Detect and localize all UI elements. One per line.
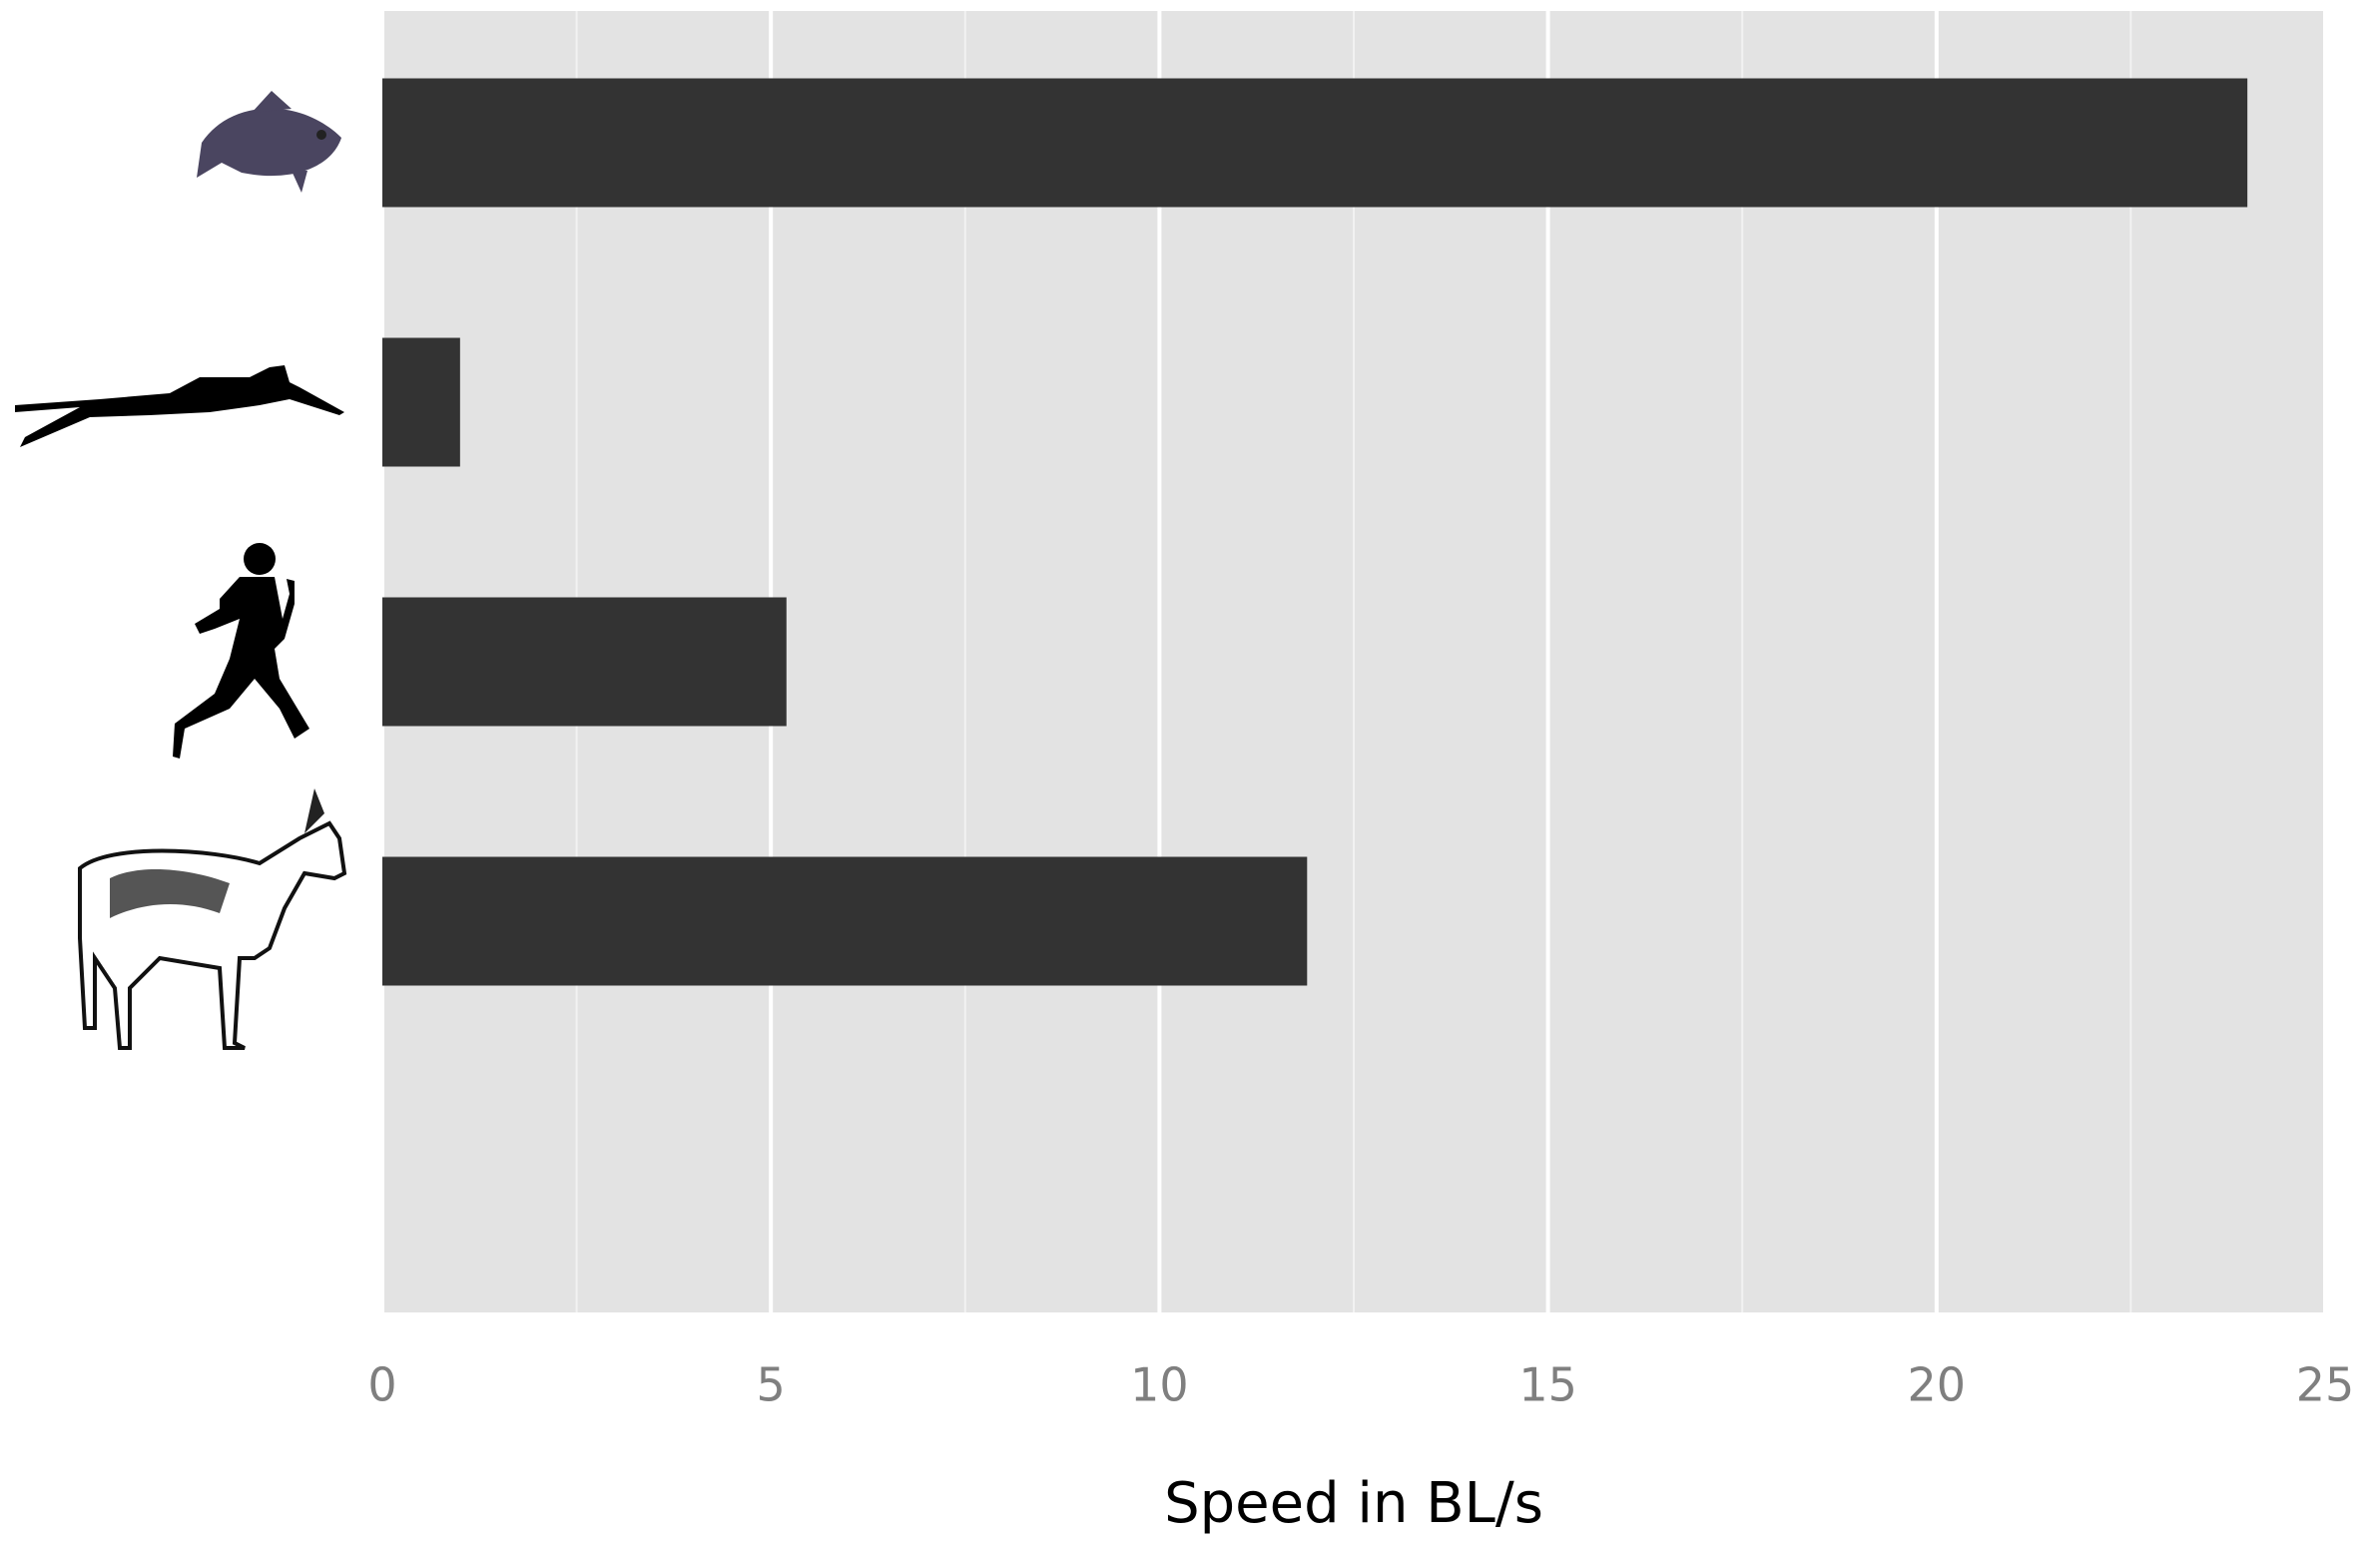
fish-icon — [197, 91, 341, 193]
x-tick-label: 15 — [1518, 1358, 1577, 1412]
x-tick-label: 25 — [2296, 1358, 2355, 1412]
x-tick-label: 5 — [757, 1358, 786, 1412]
x-tick-label: 0 — [367, 1358, 396, 1412]
x-tick-label: 10 — [1130, 1358, 1189, 1412]
swimmer-icon — [15, 365, 344, 447]
chart: 0 5 10 15 20 25 Speed in BL/s — [0, 0, 2380, 1542]
bar — [382, 598, 787, 727]
x-tick-label: 20 — [1908, 1358, 1967, 1412]
x-axis: 0 5 10 15 20 25 — [367, 1358, 2354, 1412]
bar — [382, 857, 1307, 986]
x-axis-title: Speed in BL/s — [1164, 1471, 1543, 1536]
pronghorn-icon — [80, 788, 344, 1048]
bar — [382, 338, 460, 467]
runner-icon — [173, 543, 309, 759]
category-icons — [15, 91, 344, 1048]
bar — [382, 79, 2247, 208]
